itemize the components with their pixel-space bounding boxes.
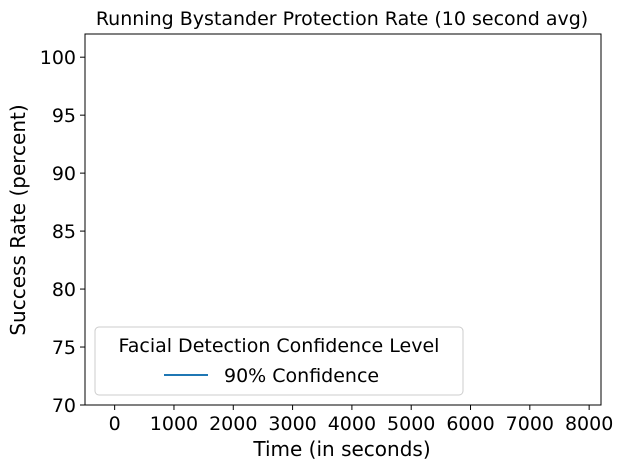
y-tick-label: 100 bbox=[40, 47, 76, 69]
y-axis-ticks: 70 75 80 85 90 95 100 bbox=[40, 47, 85, 417]
x-tick-label: 2000 bbox=[209, 413, 257, 435]
plot-frame bbox=[84, 33, 602, 406]
x-tick-label: 4000 bbox=[328, 413, 376, 435]
y-tick-label: 80 bbox=[52, 279, 76, 301]
x-tick-label: 3000 bbox=[268, 413, 316, 435]
x-tick-label: 1000 bbox=[150, 413, 198, 435]
y-tick-label: 90 bbox=[52, 163, 76, 185]
x-axis-ticks: 0 1000 2000 3000 4000 5000 6000 7000 8000 bbox=[109, 405, 613, 435]
legend: Facial Detection Confidence Level 90% Co… bbox=[94, 326, 464, 396]
x-tick-label: 0 bbox=[109, 413, 121, 435]
x-axis-label: Time (in seconds) bbox=[252, 437, 430, 461]
legend-frame bbox=[94, 326, 464, 396]
plot-area bbox=[84, 33, 602, 406]
x-tick-label: 6000 bbox=[446, 413, 494, 435]
y-tick-label: 85 bbox=[52, 221, 76, 243]
y-tick-label: 75 bbox=[52, 337, 76, 359]
chart-title: Running Bystander Protection Rate (10 se… bbox=[96, 8, 588, 30]
legend-title: Facial Detection Confidence Level bbox=[119, 335, 440, 357]
y-tick-label: 70 bbox=[52, 395, 76, 417]
y-axis-label: Success Rate (percent) bbox=[6, 104, 30, 335]
x-tick-label: 7000 bbox=[506, 413, 554, 435]
y-tick-label: 95 bbox=[52, 105, 76, 127]
x-tick-label: 8000 bbox=[565, 413, 613, 435]
x-tick-label: 5000 bbox=[387, 413, 435, 435]
legend-entry-90-confidence: 90% Confidence bbox=[224, 365, 379, 387]
